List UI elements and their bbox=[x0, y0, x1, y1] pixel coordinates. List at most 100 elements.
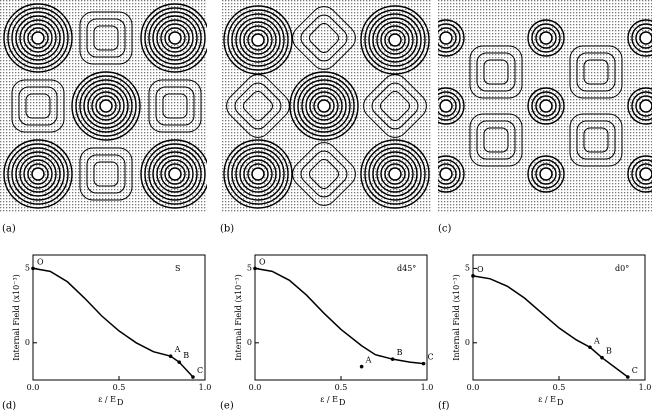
contour bbox=[527, 19, 565, 57]
contour bbox=[91, 91, 121, 121]
contour bbox=[148, 79, 202, 133]
contour bbox=[247, 29, 269, 51]
contour bbox=[7, 7, 69, 69]
contour bbox=[531, 159, 561, 189]
data-line bbox=[254, 267, 424, 365]
plot-frame bbox=[472, 254, 646, 381]
contour bbox=[309, 91, 339, 121]
contour bbox=[371, 82, 419, 130]
point-label: O bbox=[259, 257, 266, 266]
contour bbox=[292, 6, 356, 70]
contour bbox=[86, 154, 126, 194]
contour bbox=[19, 19, 57, 57]
contour-core bbox=[539, 99, 553, 113]
data-line bbox=[32, 267, 194, 378]
contour bbox=[15, 151, 61, 197]
contour bbox=[531, 23, 561, 53]
panel-label: (e) bbox=[220, 401, 234, 412]
contour bbox=[376, 21, 414, 59]
contour bbox=[223, 5, 293, 75]
contour bbox=[527, 155, 565, 193]
contour-core bbox=[639, 31, 652, 45]
contour bbox=[380, 159, 410, 189]
contour bbox=[235, 151, 281, 197]
contour-panel bbox=[222, 0, 431, 213]
contour bbox=[162, 93, 188, 119]
contour bbox=[25, 93, 51, 119]
contour-core bbox=[439, 31, 453, 45]
x-tick-label: 0.5 bbox=[113, 383, 126, 392]
contour bbox=[631, 159, 652, 189]
contour bbox=[576, 120, 616, 160]
contour bbox=[3, 3, 73, 73]
x-axis-label-sub: D bbox=[117, 398, 123, 407]
contour bbox=[476, 52, 516, 92]
contour bbox=[144, 7, 206, 69]
contour bbox=[140, 3, 207, 73]
contour bbox=[372, 17, 418, 63]
panel-label: (a) bbox=[2, 224, 16, 235]
contour bbox=[364, 143, 426, 205]
contour bbox=[7, 143, 69, 205]
contour bbox=[476, 120, 516, 160]
point bbox=[626, 375, 630, 379]
y-tick-label: 5 bbox=[25, 263, 30, 272]
contour bbox=[227, 9, 289, 71]
point bbox=[31, 266, 35, 271]
x-tick-label: 0.0 bbox=[467, 383, 480, 392]
point bbox=[359, 364, 364, 369]
point-label: O bbox=[477, 265, 484, 274]
contour bbox=[631, 91, 652, 121]
contour bbox=[234, 82, 282, 130]
contour bbox=[144, 143, 206, 205]
point-label: C bbox=[428, 353, 434, 362]
contour bbox=[226, 74, 290, 138]
contour bbox=[569, 113, 623, 167]
contour bbox=[380, 91, 410, 121]
contour bbox=[164, 27, 186, 49]
x-tick-label: 0.5 bbox=[335, 383, 348, 392]
contours bbox=[3, 3, 207, 209]
contour bbox=[438, 155, 465, 193]
point-label: A bbox=[593, 336, 600, 345]
y-tick-label: 5 bbox=[465, 263, 470, 272]
contour bbox=[148, 11, 202, 65]
contour bbox=[301, 83, 347, 129]
x-axis-label-sub: D bbox=[557, 398, 563, 407]
panel-label: (c) bbox=[438, 224, 452, 235]
contour bbox=[75, 75, 137, 137]
contour bbox=[71, 71, 141, 141]
contour bbox=[243, 25, 273, 55]
y-axis-label: Internal Field (x10⁻³) bbox=[12, 274, 21, 361]
annotation: d0° bbox=[615, 264, 629, 273]
contour bbox=[18, 86, 58, 126]
panel-label: (b) bbox=[220, 224, 234, 235]
contour bbox=[368, 13, 422, 67]
contour bbox=[631, 23, 652, 53]
contour bbox=[293, 75, 355, 137]
contour-panel bbox=[0, 0, 207, 213]
point bbox=[177, 360, 181, 364]
contour-core bbox=[31, 31, 45, 45]
contour bbox=[23, 23, 53, 53]
contour bbox=[535, 27, 557, 49]
contour bbox=[627, 155, 652, 193]
contour bbox=[23, 159, 53, 189]
contour bbox=[438, 27, 457, 49]
x-tick-label: 1.0 bbox=[199, 383, 212, 392]
point bbox=[588, 345, 592, 350]
contour bbox=[87, 87, 125, 125]
contour-core bbox=[168, 31, 182, 45]
point-label: B bbox=[606, 347, 612, 356]
y-axis-label: Internal Field (x10⁻³) bbox=[452, 274, 461, 361]
contour bbox=[247, 163, 269, 185]
contour bbox=[243, 159, 273, 189]
x-axis-label: ε / E bbox=[538, 395, 556, 404]
contour bbox=[19, 155, 57, 193]
panel-label: (f) bbox=[438, 401, 450, 412]
y-tick-label: 0 bbox=[25, 338, 30, 347]
contour-core bbox=[31, 167, 45, 181]
y-tick-label: 0 bbox=[465, 338, 470, 347]
contour bbox=[3, 139, 73, 209]
